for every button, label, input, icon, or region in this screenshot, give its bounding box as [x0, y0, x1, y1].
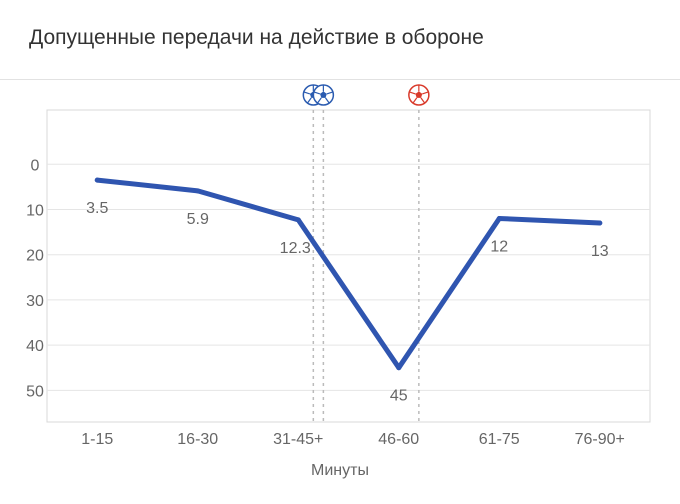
data-points — [94, 177, 603, 371]
data-point — [597, 220, 603, 226]
data-point — [496, 216, 502, 222]
data-point — [94, 177, 100, 183]
x-tick-label: 61-75 — [479, 431, 520, 448]
event-markers — [302, 84, 430, 422]
series-line — [94, 177, 603, 371]
x-tick-label: 46-60 — [378, 431, 419, 448]
data-label: 12 — [490, 239, 508, 256]
y-tick-label: 10 — [26, 202, 44, 219]
plot-area-border — [46, 109, 651, 423]
data-label: 5.9 — [187, 211, 209, 228]
data-point — [396, 365, 402, 371]
x-tick-label: 76-90+ — [575, 431, 625, 448]
data-label: 13 — [591, 243, 609, 260]
data-label: 45 — [390, 388, 408, 405]
y-tick-label: 50 — [26, 383, 44, 400]
soccer-ball-icon — [312, 84, 335, 106]
y-tick-label: 0 — [31, 157, 40, 174]
soccer-ball-icon — [408, 84, 430, 106]
chart-title: Допущенные передачи на действие в оборон… — [29, 26, 484, 49]
y-tick-label: 30 — [26, 293, 44, 310]
data-point — [195, 188, 201, 194]
data-label: 3.5 — [86, 200, 108, 217]
y-tick-label: 20 — [26, 248, 44, 265]
data-label: 12.3 — [280, 240, 311, 257]
data-point — [295, 217, 301, 223]
y-axis: 0 10 20 30 40 50 — [26, 157, 44, 400]
x-tick-label: 16-30 — [177, 431, 218, 448]
y-tick-label: 40 — [26, 338, 44, 355]
x-axis-title: Минуты — [311, 462, 369, 479]
title-bar: Допущенные передачи на действие в оборон… — [0, 0, 680, 80]
data-labels: 3.5 5.9 12.3 45 12 13 — [86, 200, 609, 405]
x-tick-label: 1-15 — [81, 431, 113, 448]
grid-lines — [47, 163, 650, 391]
x-tick-label: 31-45+ — [273, 431, 323, 448]
x-axis: 1-15 16-30 31-45+ 46-60 61-75 76-90+ — [81, 431, 625, 448]
